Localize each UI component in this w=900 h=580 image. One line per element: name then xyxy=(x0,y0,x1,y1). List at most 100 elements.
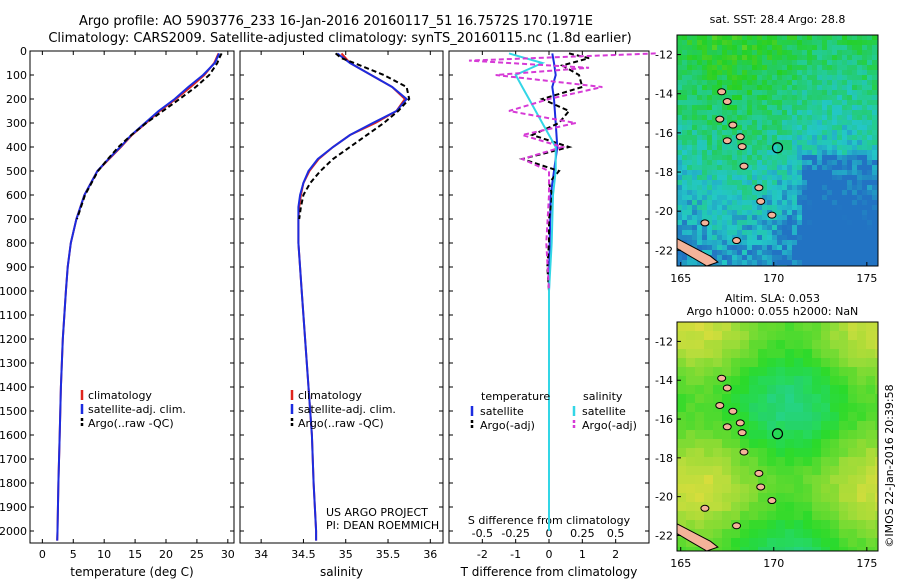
salinity-axes-frame xyxy=(239,50,444,544)
temperature-xtick-label: 30 xyxy=(221,548,235,561)
salinity-series-1 xyxy=(297,52,409,541)
temperature-ytick-label: 1900 xyxy=(0,501,27,514)
temperature-legend-label: satellite-adj. clim. xyxy=(88,403,186,416)
temperature-ytick-label: 1800 xyxy=(0,477,27,490)
difference-legend-header: temperature xyxy=(481,390,550,403)
temperature-ytick-label: 100 xyxy=(6,69,27,82)
difference-xtick-label: -1 xyxy=(510,548,521,561)
sst-map-ytick-label: -14 xyxy=(655,88,673,101)
sst-map-ytick-label: -16 xyxy=(655,127,673,140)
sla-map-ytick-label: -14 xyxy=(655,374,673,387)
sst-map-xtick-label: 165 xyxy=(670,272,691,285)
sla-map-island xyxy=(767,497,777,505)
sst-map-island xyxy=(722,98,732,106)
temperature-ytick-label: 200 xyxy=(6,93,27,106)
salinity-xlabel: salinity xyxy=(320,565,363,579)
temperature-series-2 xyxy=(76,52,223,220)
sla-map-island xyxy=(756,483,766,491)
difference-xtick-s-label: -0.25 xyxy=(501,527,529,540)
temperature-ytick-label: 1000 xyxy=(0,285,27,298)
sla-map-island xyxy=(739,448,749,456)
salinity-legend-label: satellite-adj. clim. xyxy=(298,403,396,416)
sst-map-title: sat. SST: 28.4 Argo: 28.8 xyxy=(710,13,846,26)
sla-map: 165 170 175 -12 -14 -16 -18 -20 -22 Altim. SLA: 0… xyxy=(655,292,879,570)
temperature-xtick-label: 20 xyxy=(159,548,173,561)
difference-legend-label: Argo(-adj) xyxy=(480,419,535,432)
salinity-panel: 34 34.5 35 35.5 36 salinity climatologysatelli… xyxy=(239,50,444,579)
sla-map-land xyxy=(677,523,719,551)
temperature-legend-label: Argo(..raw -QC) xyxy=(88,417,174,430)
temperature-ytick-label: 900 xyxy=(6,261,27,274)
temperature-ytick-label: 1200 xyxy=(0,333,27,346)
temperature-ytick-label: 600 xyxy=(6,189,27,202)
sst-map-island xyxy=(767,211,777,219)
sst-map-ytick-label: -18 xyxy=(655,166,673,179)
temperature-ytick-label: 0 xyxy=(20,45,27,58)
sla-map-island xyxy=(737,429,747,437)
sst-map-island xyxy=(735,133,745,141)
temperature-ytick-label: 1400 xyxy=(0,381,27,394)
sla-map-title: Altim. SLA: 0.053 xyxy=(725,292,820,305)
sla-map-ytick-label: -12 xyxy=(655,335,673,348)
sst-map-frame xyxy=(676,34,879,267)
sla-map-argo-marker xyxy=(771,428,784,440)
difference-xtick-label: -2 xyxy=(477,548,488,561)
temperature-xtick-label: 10 xyxy=(97,548,111,561)
salinity-xtick-label: 35.5 xyxy=(376,548,401,561)
sla-map-ytick-label: -22 xyxy=(655,529,673,542)
difference-xtick-label: 0 xyxy=(546,548,553,561)
temperature-ytick-label: 800 xyxy=(6,237,27,250)
difference-xtick-s-label: 0 xyxy=(546,527,553,540)
sst-map-island xyxy=(717,88,727,96)
sst-map-argo-marker xyxy=(771,142,784,154)
sla-map-island xyxy=(715,401,725,409)
salinity-legend-label: Argo(..raw -QC) xyxy=(298,417,384,430)
sla-map-island xyxy=(732,522,742,530)
sla-map-xtick-label: 165 xyxy=(670,557,691,570)
sst-map-island xyxy=(715,115,725,123)
temperature-ytick-label: 1600 xyxy=(0,429,27,442)
difference-series-3 xyxy=(468,52,656,292)
difference-legend-header: salinity xyxy=(583,390,623,403)
sla-map-field xyxy=(677,322,878,551)
sst-map-island xyxy=(756,197,766,205)
temperature-ytick-label: 1500 xyxy=(0,405,27,418)
temperature-ytick-label: 1300 xyxy=(0,357,27,370)
salinity-xtick-label: 36 xyxy=(423,548,437,561)
temperature-xlabel: temperature (deg C) xyxy=(70,565,193,579)
sst-map-field xyxy=(677,35,878,266)
difference-legend-label: Argo(-adj) xyxy=(582,419,637,432)
salinity-series-2 xyxy=(298,52,411,220)
temperature-axes-frame xyxy=(29,50,235,544)
sst-map: 165 170 175 -12 -14 -16 -18 -20 -22 sat. SST: 28.… xyxy=(655,13,879,285)
difference-xtick-s-label: 0.25 xyxy=(570,527,595,540)
sla-map-island xyxy=(728,407,738,415)
salinity-xtick-label: 35 xyxy=(339,548,353,561)
difference-xtick-label: 2 xyxy=(612,548,619,561)
sst-map-island xyxy=(722,137,732,145)
temperature-panel: 0 5 10 15 20 25 300100200300400500600700800900… xyxy=(0,45,235,579)
sst-map-island xyxy=(739,162,749,170)
sst-map-xtick-label: 170 xyxy=(763,272,784,285)
credit-line1: US ARGO PROJECT xyxy=(326,506,428,519)
sla-map-xtick-label: 175 xyxy=(856,557,877,570)
difference-series-2 xyxy=(508,52,557,531)
difference-xtick-s-label: -0.5 xyxy=(472,527,493,540)
sst-map-ytick-label: -22 xyxy=(655,244,673,257)
sla-map-ytick-label: -16 xyxy=(655,413,673,426)
sla-map-subtitle: Argo h1000: 0.055 h2000: NaN xyxy=(687,305,859,318)
salinity-xtick-label: 34.5 xyxy=(291,548,316,561)
temperature-ytick-label: 1700 xyxy=(0,453,27,466)
imos-watermark: ©IMOS 22-Jan-2016 20:39:58 xyxy=(883,384,896,547)
sla-map-ytick-label: -18 xyxy=(655,452,673,465)
temperature-ytick-label: 1100 xyxy=(0,309,27,322)
sst-map-island xyxy=(732,237,742,245)
difference-legend-label: satellite xyxy=(480,405,524,418)
difference-xtick-label: 1 xyxy=(579,548,586,561)
salinity-xtick-label: 34 xyxy=(254,548,268,561)
sst-map-island xyxy=(754,184,764,192)
temperature-ytick-label: 700 xyxy=(6,213,27,226)
temperature-ytick-label: 500 xyxy=(6,165,27,178)
temperature-xtick-label: 5 xyxy=(70,548,77,561)
